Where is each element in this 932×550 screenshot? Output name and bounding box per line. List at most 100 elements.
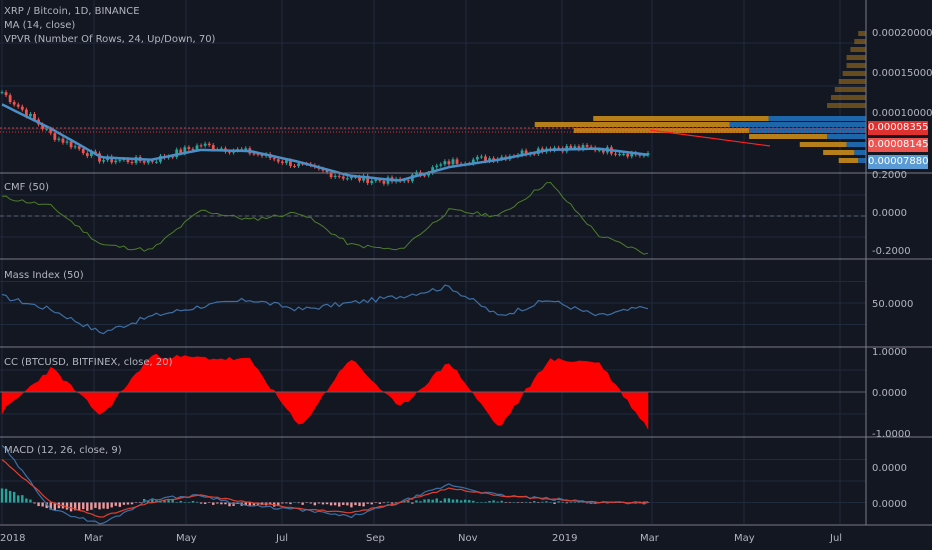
candle[interactable]	[630, 152, 634, 157]
candle[interactable]	[480, 156, 483, 158]
candle[interactable]	[427, 172, 431, 176]
candle[interactable]	[293, 165, 296, 167]
candle[interactable]	[65, 141, 69, 143]
candle[interactable]	[577, 146, 581, 150]
candle[interactable]	[557, 147, 561, 149]
candle[interactable]	[33, 113, 36, 120]
cmf-line[interactable]	[1, 181, 649, 255]
candle[interactable]	[337, 175, 341, 177]
candle[interactable]	[289, 160, 292, 166]
candle[interactable]	[573, 146, 577, 149]
price-pane[interactable]	[0, 90, 866, 186]
candle[interactable]	[614, 153, 617, 155]
ma-legend[interactable]: MA (14, close)	[4, 20, 76, 31]
candle[interactable]	[73, 146, 77, 148]
candle[interactable]	[187, 147, 191, 150]
candle[interactable]	[12, 102, 16, 105]
candle[interactable]	[77, 146, 81, 149]
candle[interactable]	[601, 149, 605, 153]
candle[interactable]	[260, 154, 264, 156]
candle[interactable]	[569, 145, 573, 149]
candle[interactable]	[333, 175, 337, 178]
candle[interactable]	[618, 154, 621, 156]
trendline[interactable]	[649, 129, 771, 147]
candle[interactable]	[8, 95, 12, 103]
candle[interactable]	[642, 155, 646, 157]
candle[interactable]	[500, 156, 504, 160]
candle[interactable]	[154, 161, 158, 163]
candle[interactable]	[81, 148, 85, 154]
candle[interactable]	[276, 159, 280, 162]
candle[interactable]	[471, 159, 475, 164]
mass-index-line[interactable]	[1, 284, 649, 335]
candle[interactable]	[45, 128, 49, 130]
candle[interactable]	[102, 160, 105, 162]
candle[interactable]	[256, 153, 260, 155]
candle[interactable]	[280, 161, 284, 163]
candle[interactable]	[431, 167, 435, 173]
candle[interactable]	[61, 138, 65, 143]
ma-line[interactable]	[1, 103, 649, 182]
candle[interactable]	[114, 160, 118, 163]
candle[interactable]	[382, 180, 386, 184]
macd-line[interactable]	[1, 445, 649, 525]
candle[interactable]	[142, 161, 146, 163]
candle[interactable]	[488, 158, 491, 162]
candle[interactable]	[49, 128, 53, 134]
candle[interactable]	[272, 158, 276, 160]
signal-line[interactable]	[1, 459, 649, 518]
candle[interactable]	[358, 176, 361, 181]
candle[interactable]	[589, 146, 593, 148]
candle[interactable]	[179, 149, 183, 154]
candle[interactable]	[110, 156, 114, 163]
macd-legend[interactable]: MACD (12, 26, close, 9)	[4, 445, 122, 456]
candle[interactable]	[219, 148, 223, 150]
candle[interactable]	[325, 170, 329, 173]
candle[interactable]	[199, 145, 203, 147]
candle[interactable]	[626, 153, 630, 157]
cmf-legend[interactable]: CMF (50)	[4, 182, 50, 193]
candle[interactable]	[240, 149, 244, 151]
candle[interactable]	[228, 151, 231, 153]
candle[interactable]	[435, 165, 439, 168]
candle[interactable]	[16, 104, 20, 107]
candle[interactable]	[370, 180, 374, 184]
cc-pane[interactable]	[0, 353, 866, 430]
candle[interactable]	[146, 160, 150, 163]
candle[interactable]	[638, 154, 642, 156]
candle[interactable]	[29, 113, 32, 117]
candle[interactable]	[126, 159, 130, 162]
candle[interactable]	[597, 149, 601, 151]
cc-legend[interactable]: CC (BTCUSD, BITFINEX, close, 20)	[4, 357, 173, 368]
candle[interactable]	[85, 153, 89, 157]
candle[interactable]	[406, 180, 410, 182]
candle[interactable]	[211, 145, 215, 150]
candle[interactable]	[378, 179, 382, 181]
mass-index-pane[interactable]	[1, 284, 649, 335]
candle[interactable]	[195, 145, 199, 150]
candle[interactable]	[183, 147, 187, 154]
candle[interactable]	[345, 178, 349, 180]
candle[interactable]	[171, 156, 175, 158]
candle[interactable]	[203, 143, 207, 146]
candle[interactable]	[89, 151, 93, 157]
candle[interactable]	[4, 92, 8, 96]
candle[interactable]	[191, 149, 195, 151]
candle[interactable]	[366, 175, 370, 184]
candle[interactable]	[447, 161, 451, 165]
candle[interactable]	[524, 150, 528, 155]
candle[interactable]	[207, 143, 211, 146]
candle[interactable]	[0, 92, 4, 94]
candle[interactable]	[94, 151, 97, 154]
candle[interactable]	[423, 175, 426, 177]
candle[interactable]	[41, 124, 45, 129]
candle[interactable]	[69, 141, 73, 148]
macd-pane[interactable]	[0, 445, 650, 525]
candle[interactable]	[150, 160, 154, 162]
candle[interactable]	[24, 109, 28, 117]
candle[interactable]	[350, 176, 353, 179]
candle[interactable]	[622, 153, 626, 155]
candle[interactable]	[341, 176, 345, 179]
candle[interactable]	[57, 138, 61, 140]
